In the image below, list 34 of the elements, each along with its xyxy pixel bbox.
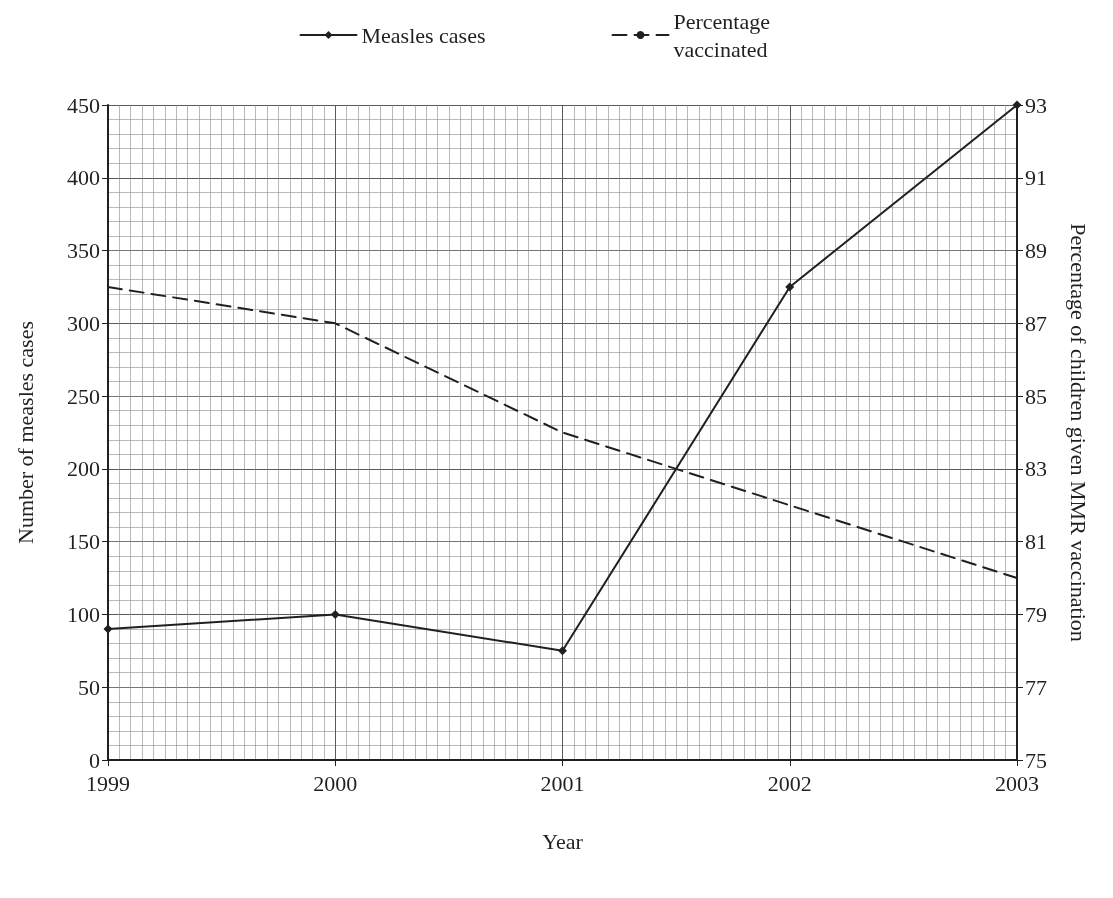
y-tick-label: 400 <box>67 165 100 191</box>
x-axis-title: Year <box>542 828 584 854</box>
x-tick-label: 2001 <box>540 770 585 796</box>
point <box>558 646 567 656</box>
y2-tick-label: 77 <box>1025 674 1047 700</box>
x-tick-label: 1999 <box>86 770 130 796</box>
point <box>103 624 113 634</box>
y2-tick-label: 83 <box>1025 456 1047 482</box>
legend-label: Measles cases <box>361 22 486 48</box>
y-tick-label: 350 <box>67 238 100 264</box>
x-tick-label: 2002 <box>767 770 812 796</box>
y2-tick-label: 81 <box>1025 529 1047 555</box>
y-tick-label: 100 <box>67 601 100 627</box>
y2-tick-label: 87 <box>1025 310 1047 336</box>
legend-label: Percentage vaccinated <box>673 8 776 62</box>
y-tick-label: 250 <box>67 383 100 409</box>
y2-tick-label: 89 <box>1025 238 1047 264</box>
y-tick-label: 450 <box>67 92 100 118</box>
y2-tick-label: 85 <box>1025 383 1047 409</box>
y2-tick-label: 79 <box>1025 601 1047 627</box>
x-tick-label: 2003 <box>995 770 1039 796</box>
y-tick-label: 0 <box>89 747 100 773</box>
y-tick-label: 150 <box>67 529 100 555</box>
y-tick-label: 300 <box>67 310 100 336</box>
y-axis-title: Number of measles cases <box>12 321 38 544</box>
x-tick-label: 2000 <box>313 770 358 796</box>
y2-axis-title: Percentage of children given MMR vaccination <box>1065 223 1091 642</box>
y2-tick-label: 75 <box>1025 747 1047 773</box>
y-tick-label: 50 <box>78 674 100 700</box>
point <box>785 282 795 292</box>
y-tick-label: 200 <box>67 456 100 482</box>
point <box>330 609 340 619</box>
y2-tick-label: 93 <box>1025 92 1047 118</box>
y2-tick-label: 91 <box>1025 165 1047 191</box>
